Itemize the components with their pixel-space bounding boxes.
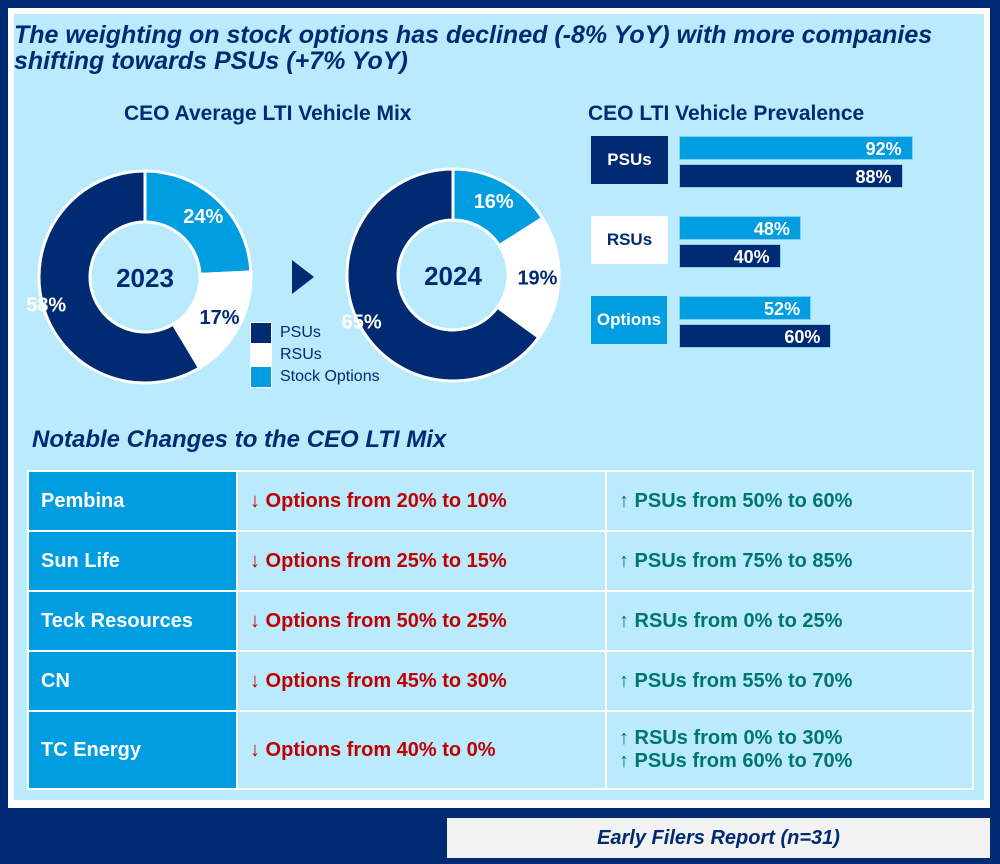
prevalence-bar: 60% (679, 324, 832, 348)
donut-year-label: 2024 (424, 261, 482, 291)
prevalence-bar: 88% (679, 164, 903, 188)
company-cell: Pembina (27, 470, 238, 532)
prevalence-bar: 40% (679, 244, 781, 268)
options-change-cell: ↓ Options from 20% to 10% (236, 470, 607, 532)
donut-slice-psus (37, 169, 202, 385)
table-row: Sun Life ↓ Options from 25% to 15% ↑ PSUs … (27, 530, 974, 592)
prevalence-bar: 92% (679, 136, 913, 160)
slice-label: 58% (26, 294, 66, 316)
options-change-cell: ↓ Options from 45% to 30% (236, 650, 607, 712)
increase-cell: ↑ PSUs from 75% to 85% (605, 530, 974, 592)
legend-item-rsus: RSUs (250, 344, 380, 366)
arrow-right-icon (292, 260, 314, 294)
increase-line: ↑ PSUs from 55% to 70% (619, 669, 853, 692)
increase-cell: ↑ RSUs from 0% to 25% (605, 590, 974, 652)
mix-title: CEO Average LTI Vehicle Mix (124, 102, 412, 125)
prevalence-label-options: Options (591, 296, 667, 344)
company-cell: Sun Life (27, 530, 238, 592)
legend-swatch (250, 366, 272, 388)
legend: PSUs RSUs Stock Options (250, 322, 380, 388)
content-area: The weighting on stock options has decli… (14, 14, 984, 800)
headline: The weighting on stock options has decli… (14, 21, 933, 75)
company-cell: Teck Resources (27, 590, 238, 652)
table-row: Pembina ↓ Options from 20% to 10% ↑ PSUs f… (27, 470, 974, 532)
table-row: TC Energy ↓ Options from 40% to 0% ↑ RSUs … (27, 710, 974, 790)
table-row: CN ↓ Options from 45% to 30% ↑ PSUs from 5… (27, 650, 974, 712)
donut-charts: 24% 17% 58% 2023 16% 19% 65% 2024 (26, 167, 561, 385)
changes-table: Pembina ↓ Options from 20% to 10% ↑ PSUs f… (27, 470, 974, 790)
table-title: Notable Changes to the CEO LTI Mix (32, 426, 447, 453)
options-change-cell: ↓ Options from 50% to 25% (236, 590, 607, 652)
slice-label: 19% (517, 268, 557, 290)
company-cell: CN (27, 650, 238, 712)
legend-label: Stock Options (280, 368, 380, 385)
increase-line: ↑ RSUs from 0% to 25% (619, 609, 843, 632)
legend-swatch (250, 322, 272, 344)
legend-item-options: Stock Options (250, 366, 380, 388)
legend-label: RSUs (280, 346, 322, 363)
slice-label: 17% (199, 307, 239, 329)
increase-line: ↑ PSUs from 75% to 85% (619, 549, 853, 572)
table-row: Teck Resources ↓ Options from 50% to 25% ↑… (27, 590, 974, 652)
prevalence-bar: 48% (679, 216, 801, 240)
company-cell: TC Energy (27, 710, 238, 790)
increase-cell: ↑ PSUs from 50% to 60% (605, 470, 974, 532)
prevalence-title: CEO LTI Vehicle Prevalence (588, 102, 865, 125)
report-panel: The weighting on stock options has decli… (8, 8, 990, 808)
options-change-cell: ↓ Options from 40% to 0% (236, 710, 607, 790)
options-change-cell: ↓ Options from 25% to 15% (236, 530, 607, 592)
legend-item-psus: PSUs (250, 322, 380, 344)
prevalence-label-rsus: RSUs (591, 216, 668, 264)
increase-line: ↑ PSUs from 60% to 70% (619, 750, 853, 772)
increase-line: ↑ PSUs from 50% to 60% (619, 489, 853, 512)
increase-line: ↑ RSUs from 0% to 30% (619, 727, 843, 749)
legend-label: PSUs (280, 324, 321, 341)
donut-slice-stock-options (143, 169, 253, 276)
increase-cell: ↑ PSUs from 55% to 70% (605, 650, 974, 712)
donut-year-label: 2023 (116, 263, 174, 293)
footer-note: Early Filers Report (n=31) (447, 818, 990, 858)
slice-label: 65% (342, 312, 382, 334)
legend-swatch (250, 344, 272, 366)
donut-slice-psus (345, 167, 541, 383)
slice-label: 24% (183, 206, 223, 228)
slice-label: 16% (474, 191, 514, 213)
prevalence-label-psus: PSUs (591, 136, 668, 184)
increase-cell: ↑ RSUs from 0% to 30% ↑ PSUs from 60% to … (605, 710, 974, 790)
prevalence-bar: 52% (679, 296, 812, 320)
